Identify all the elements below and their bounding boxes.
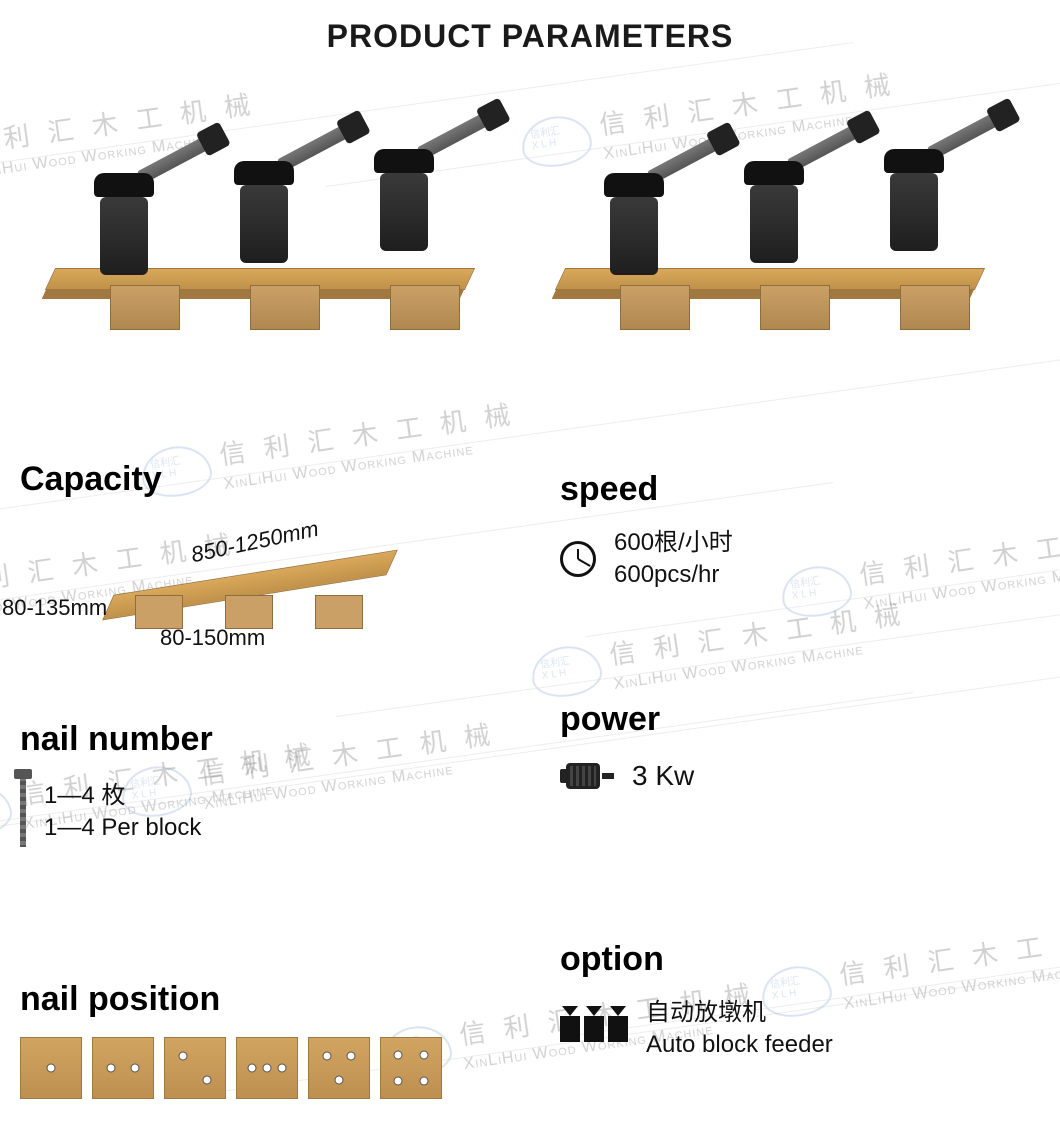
wood-block (250, 285, 320, 330)
param-capacity: Capacity 850-1250mm 80-135mm 80-150mm (20, 460, 400, 667)
nail-hole (248, 1064, 257, 1073)
param-nail-number: nail number 1—4 枚 1—4 Per block (20, 720, 213, 847)
watermark: 信 利 汇 木 工 机 械XinLiHui Wood Working Machi… (778, 514, 1060, 626)
nail-gun (230, 133, 300, 263)
param-speed: speed 600根/小时 600pcs/hr (560, 470, 733, 592)
capacity-foot (225, 595, 273, 629)
nail-gun (880, 121, 950, 251)
nail-number-line2: 1—4 Per block (44, 812, 201, 844)
wood-block (110, 285, 180, 330)
nail-gun (740, 133, 810, 263)
nail-position-label: nail position (20, 980, 442, 1019)
nail-hole (263, 1064, 272, 1073)
motor-icon (560, 759, 614, 793)
capacity-length: 850-1250mm (189, 516, 321, 568)
power-value: 3 Kw (632, 757, 694, 795)
wood-block (900, 285, 970, 330)
nail-hole (393, 1050, 402, 1059)
clock-icon (560, 541, 596, 577)
nail-hole (107, 1064, 116, 1073)
nail-hole (203, 1076, 212, 1085)
nailing-assembly (50, 110, 490, 330)
nail-hole (323, 1052, 332, 1061)
nail-hole (393, 1077, 402, 1086)
param-nail-position: nail position (20, 980, 442, 1099)
capacity-width: 80-150mm (160, 625, 265, 651)
power-label: power (560, 700, 694, 739)
capacity-label: Capacity (20, 460, 400, 499)
option-line2: Auto block feeder (646, 1029, 833, 1061)
param-power: power 3 Kw (560, 700, 694, 795)
speed-line1: 600根/小时 (614, 527, 733, 559)
capacity-height: 80-135mm (2, 595, 107, 621)
capacity-foot (135, 595, 183, 629)
nail-pattern-block (164, 1037, 226, 1099)
nail-hole (347, 1052, 356, 1061)
nail-hole (420, 1077, 429, 1086)
nail-pattern-block (92, 1037, 154, 1099)
nail-pattern-block (20, 1037, 82, 1099)
nail-hole (278, 1064, 287, 1073)
hero-diagram (0, 100, 1060, 340)
nail-pattern-block (236, 1037, 298, 1099)
nail-pattern-block (380, 1037, 442, 1099)
nail-number-line1: 1—4 枚 (44, 780, 201, 812)
nail-gun (600, 145, 670, 275)
nail-position-patterns (20, 1037, 442, 1099)
nail-gun (370, 121, 440, 251)
nail-gun (90, 145, 160, 275)
nail-hole (131, 1064, 140, 1073)
capacity-foot (315, 595, 363, 629)
watermark: 信 利 汇 木 工 机 械XinLiHui Wood Working Machi… (528, 594, 912, 706)
wood-block (390, 285, 460, 330)
nail-hole (179, 1052, 188, 1061)
option-line1: 自动放墩机 (646, 997, 833, 1029)
feeder-icon (560, 1016, 628, 1042)
wood-block (760, 285, 830, 330)
nailing-assembly (560, 110, 1000, 330)
wood-block (620, 285, 690, 330)
param-option: option 自动放墩机 Auto block feeder (560, 940, 833, 1062)
capacity-diagram: 850-1250mm 80-135mm 80-150mm (20, 517, 400, 667)
nail-pattern-block (308, 1037, 370, 1099)
nail-hole (335, 1076, 344, 1085)
screw-icon (20, 777, 26, 847)
page-title: PRODUCT PARAMETERS (0, 0, 1060, 55)
nail-hole (47, 1064, 56, 1073)
speed-label: speed (560, 470, 733, 509)
speed-line2: 600pcs/hr (614, 559, 733, 591)
nail-number-label: nail number (20, 720, 213, 759)
nail-hole (420, 1050, 429, 1059)
option-label: option (560, 940, 833, 979)
